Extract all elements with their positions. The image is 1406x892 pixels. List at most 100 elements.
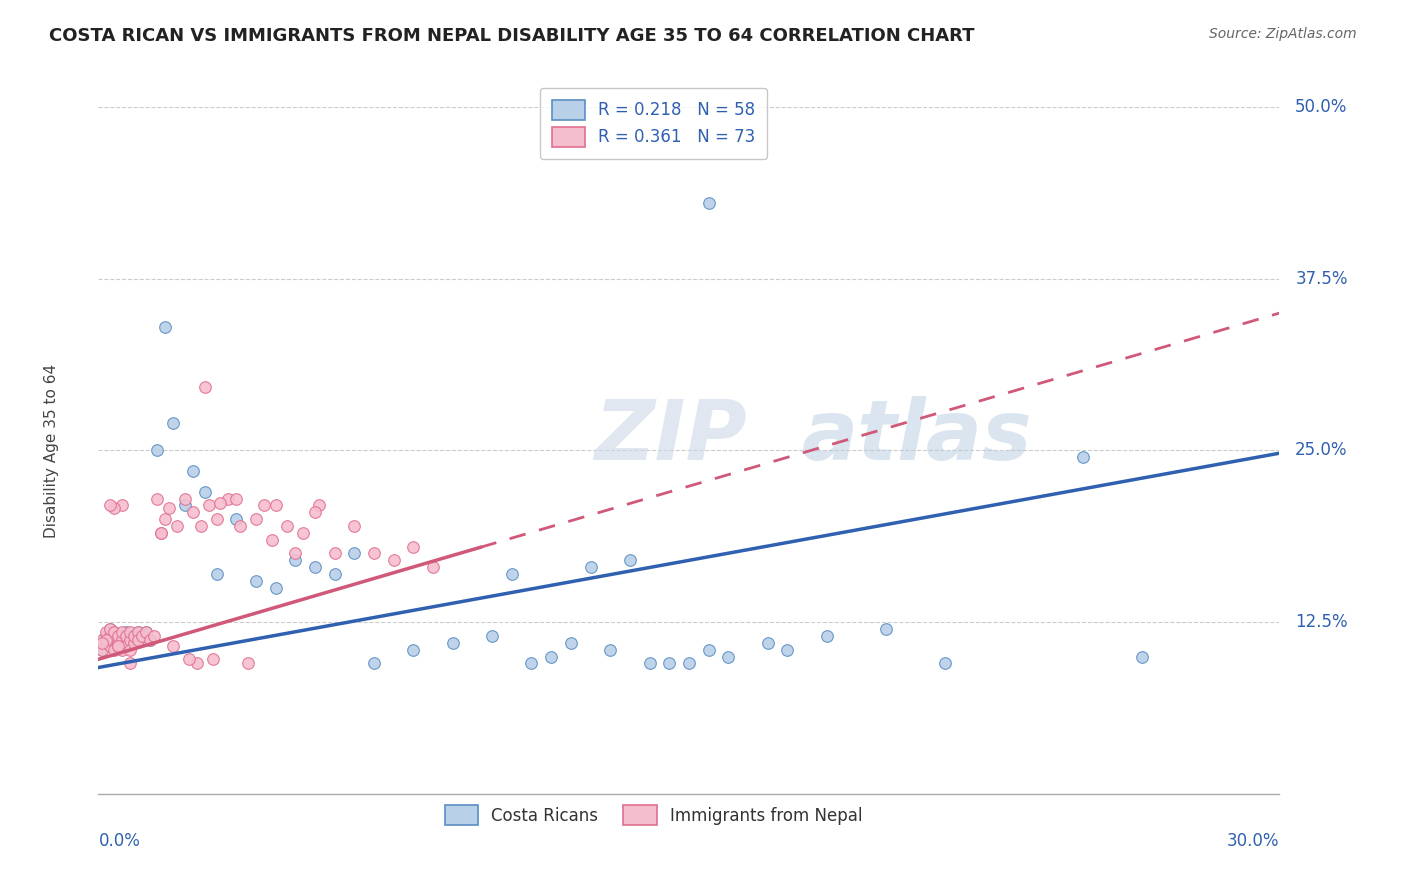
Point: [107, 639, 129, 653]
Point: [756, 636, 779, 650]
Point: [225, 512, 247, 526]
Point: [118, 657, 141, 671]
Point: [162, 416, 184, 430]
Point: [363, 546, 385, 561]
Point: [323, 567, 346, 582]
Point: [245, 512, 267, 526]
Point: [122, 633, 145, 648]
Point: [115, 636, 138, 650]
Text: 0.0%: 0.0%: [98, 832, 141, 850]
Point: [402, 642, 425, 657]
Point: [186, 657, 208, 671]
Point: [815, 629, 838, 643]
Text: atlas: atlas: [801, 396, 1032, 477]
Point: [127, 624, 149, 639]
Text: ZIP: ZIP: [595, 396, 747, 477]
Point: [103, 624, 125, 639]
Point: [115, 624, 138, 639]
Point: [157, 501, 180, 516]
Point: [150, 525, 173, 540]
Point: [103, 633, 125, 648]
Point: [115, 636, 138, 650]
Point: [205, 512, 228, 526]
Point: [91, 633, 114, 648]
Point: [98, 499, 121, 513]
Point: [619, 553, 641, 567]
Point: [264, 581, 287, 595]
Point: [96, 636, 118, 650]
Point: [111, 624, 134, 639]
Point: [284, 546, 307, 561]
Point: [194, 380, 217, 394]
Point: [363, 657, 385, 671]
Point: [127, 633, 149, 648]
Point: [107, 639, 129, 653]
Point: [229, 519, 252, 533]
Point: [875, 622, 897, 636]
Point: [658, 657, 681, 671]
Point: [135, 624, 157, 639]
Point: [111, 499, 134, 513]
Point: [201, 652, 224, 666]
Point: [96, 636, 118, 650]
Point: [1130, 649, 1153, 664]
Point: [174, 499, 197, 513]
Text: Disability Age 35 to 64: Disability Age 35 to 64: [44, 363, 59, 538]
Point: [122, 636, 145, 650]
Point: [205, 567, 228, 582]
Point: [697, 196, 720, 211]
Point: [560, 636, 582, 650]
Point: [103, 636, 125, 650]
Point: [107, 629, 129, 643]
Text: 37.5%: 37.5%: [1295, 269, 1348, 288]
Point: [776, 642, 799, 657]
Point: [111, 633, 134, 648]
Point: [304, 560, 326, 574]
Point: [194, 484, 217, 499]
Point: [402, 540, 425, 554]
Point: [292, 525, 315, 540]
Point: [103, 624, 125, 639]
Point: [91, 636, 114, 650]
Point: [131, 629, 153, 643]
Point: [111, 629, 134, 643]
Point: [166, 519, 188, 533]
Point: [138, 633, 160, 648]
Point: [111, 633, 134, 648]
Text: 50.0%: 50.0%: [1295, 98, 1347, 116]
Point: [115, 629, 138, 643]
Point: [1071, 450, 1094, 465]
Point: [678, 657, 700, 671]
Point: [91, 642, 114, 657]
Point: [181, 505, 204, 519]
Point: [308, 499, 330, 513]
Point: [107, 633, 129, 648]
Point: [138, 633, 160, 648]
Point: [98, 622, 121, 636]
Point: [422, 560, 444, 574]
Point: [190, 519, 212, 533]
Point: [579, 560, 602, 574]
Point: [177, 652, 200, 666]
Point: [209, 496, 232, 510]
Point: [284, 553, 307, 567]
Point: [501, 567, 523, 582]
Point: [127, 633, 149, 648]
Text: 30.0%: 30.0%: [1227, 832, 1279, 850]
Point: [155, 319, 177, 334]
Point: [118, 633, 141, 648]
Point: [323, 546, 346, 561]
Point: [481, 629, 503, 643]
Point: [118, 642, 141, 657]
Text: 12.5%: 12.5%: [1295, 613, 1348, 632]
Point: [111, 642, 134, 657]
Point: [441, 636, 464, 650]
Point: [135, 624, 157, 639]
Point: [142, 629, 165, 643]
Point: [146, 443, 169, 458]
Point: [934, 657, 956, 671]
Point: [118, 629, 141, 643]
Point: [253, 499, 276, 513]
Point: [638, 657, 661, 671]
Point: [276, 519, 298, 533]
